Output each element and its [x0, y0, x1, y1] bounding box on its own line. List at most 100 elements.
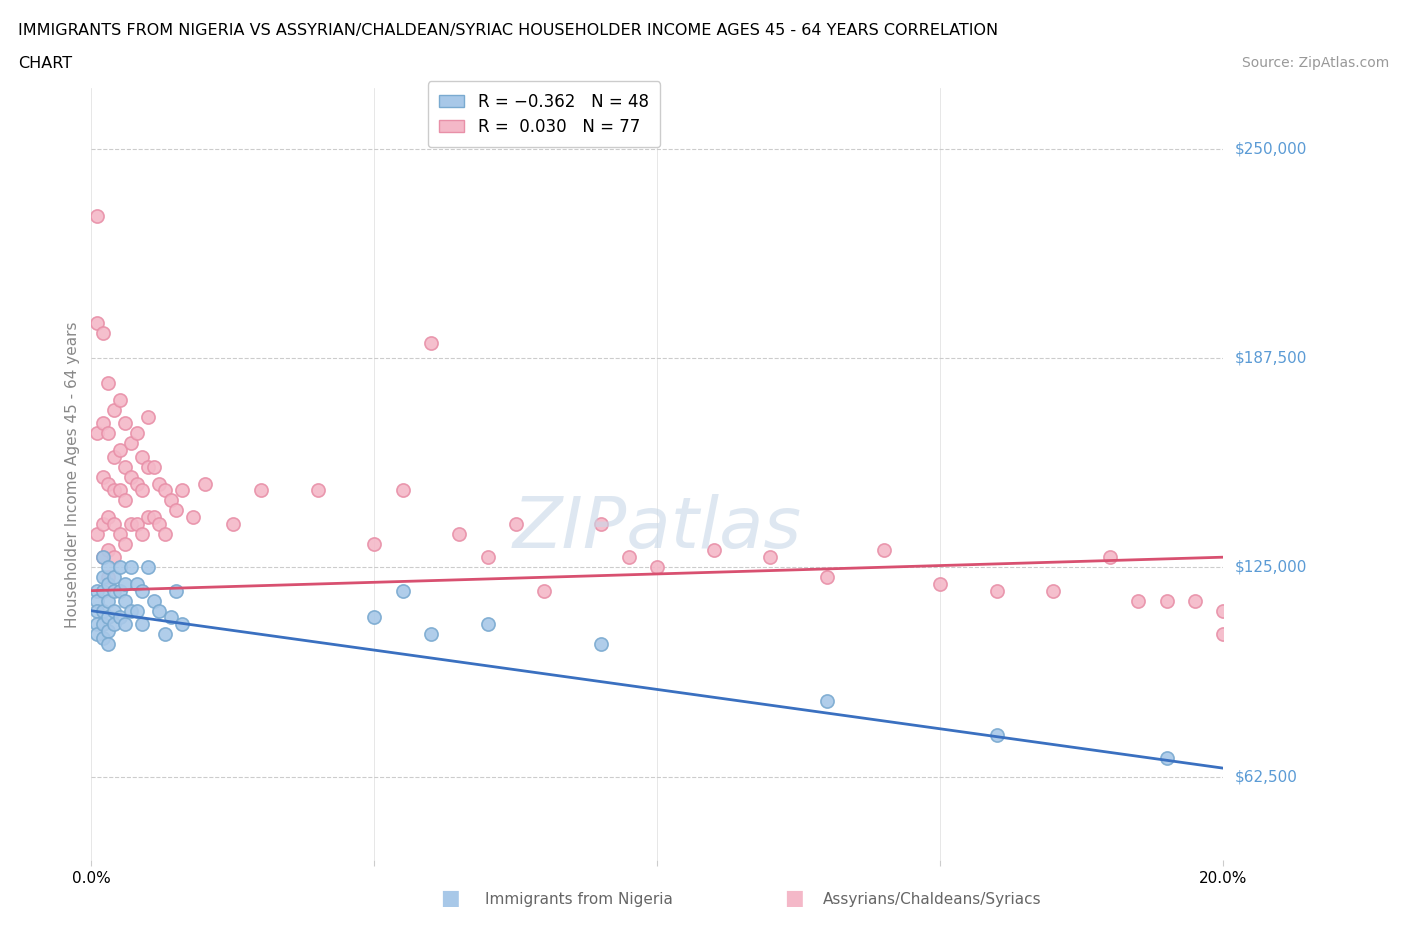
Point: [91, 326, 114, 340]
Point: [449, 526, 471, 541]
Point: [153, 526, 176, 541]
Point: [91, 604, 114, 618]
Point: [97, 543, 120, 558]
Point: [986, 583, 1008, 598]
Point: [159, 493, 181, 508]
Point: [103, 583, 125, 598]
Point: [86, 426, 108, 441]
Point: [86, 617, 108, 631]
Point: [153, 627, 176, 642]
Text: $125,000: $125,000: [1234, 560, 1306, 575]
Point: [91, 583, 114, 598]
Point: [170, 617, 193, 631]
Point: [97, 570, 120, 585]
Point: [97, 376, 120, 391]
Text: ■: ■: [785, 888, 804, 908]
Point: [91, 416, 114, 431]
Point: [1212, 604, 1234, 618]
Y-axis label: Householder Income Ages 45 - 64 years: Householder Income Ages 45 - 64 years: [65, 321, 80, 628]
Text: CHART: CHART: [18, 56, 72, 71]
Text: $250,000: $250,000: [1234, 141, 1306, 156]
Point: [1156, 751, 1178, 765]
Point: [222, 516, 245, 531]
Point: [125, 476, 148, 491]
Point: [142, 459, 165, 474]
Point: [120, 560, 142, 575]
Point: [645, 560, 668, 575]
Point: [589, 637, 612, 652]
Point: [91, 617, 114, 631]
Point: [505, 516, 527, 531]
Point: [165, 503, 187, 518]
Point: [97, 610, 120, 625]
Point: [153, 483, 176, 498]
Point: [986, 727, 1008, 742]
Point: [86, 315, 108, 330]
Point: [703, 543, 725, 558]
Point: [103, 550, 125, 565]
Point: [91, 516, 114, 531]
Point: [872, 543, 894, 558]
Text: ■: ■: [440, 888, 460, 908]
Point: [477, 550, 499, 565]
Point: [114, 617, 136, 631]
Point: [114, 577, 136, 591]
Point: [103, 403, 125, 418]
Point: [136, 409, 159, 424]
Point: [131, 617, 153, 631]
Point: [363, 537, 385, 551]
Point: [125, 577, 148, 591]
Point: [120, 436, 142, 451]
Point: [86, 627, 108, 642]
Point: [148, 516, 170, 531]
Point: [250, 483, 273, 498]
Point: [97, 593, 120, 608]
Point: [97, 426, 120, 441]
Text: Assyrians/Chaldeans/Syriacs: Assyrians/Chaldeans/Syriacs: [823, 892, 1040, 907]
Point: [815, 570, 838, 585]
Point: [929, 577, 952, 591]
Point: [1128, 593, 1150, 608]
Point: [86, 593, 108, 608]
Point: [108, 443, 131, 458]
Point: [103, 617, 125, 631]
Point: [91, 570, 114, 585]
Point: [136, 560, 159, 575]
Text: $187,500: $187,500: [1234, 351, 1306, 365]
Point: [193, 476, 217, 491]
Point: [391, 483, 413, 498]
Point: [91, 550, 114, 565]
Point: [97, 510, 120, 525]
Point: [97, 577, 120, 591]
Point: [86, 583, 108, 598]
Point: [97, 623, 120, 638]
Point: [108, 526, 131, 541]
Point: [114, 416, 136, 431]
Point: [170, 483, 193, 498]
Point: [131, 483, 153, 498]
Text: $62,500: $62,500: [1234, 769, 1298, 784]
Point: [131, 526, 153, 541]
Point: [97, 476, 120, 491]
Point: [136, 510, 159, 525]
Point: [86, 208, 108, 223]
Point: [108, 392, 131, 407]
Point: [125, 426, 148, 441]
Point: [391, 583, 413, 598]
Point: [108, 483, 131, 498]
Point: [159, 610, 181, 625]
Text: Immigrants from Nigeria: Immigrants from Nigeria: [485, 892, 673, 907]
Point: [307, 483, 329, 498]
Point: [91, 550, 114, 565]
Text: Source: ZipAtlas.com: Source: ZipAtlas.com: [1241, 56, 1389, 70]
Point: [1098, 550, 1121, 565]
Point: [589, 516, 612, 531]
Point: [125, 516, 148, 531]
Text: IMMIGRANTS FROM NIGERIA VS ASSYRIAN/CHALDEAN/SYRIAC HOUSEHOLDER INCOME AGES 45 -: IMMIGRANTS FROM NIGERIA VS ASSYRIAN/CHAL…: [18, 23, 998, 38]
Point: [363, 610, 385, 625]
Point: [103, 483, 125, 498]
Point: [1042, 583, 1064, 598]
Point: [114, 459, 136, 474]
Point: [97, 560, 120, 575]
Point: [120, 470, 142, 485]
